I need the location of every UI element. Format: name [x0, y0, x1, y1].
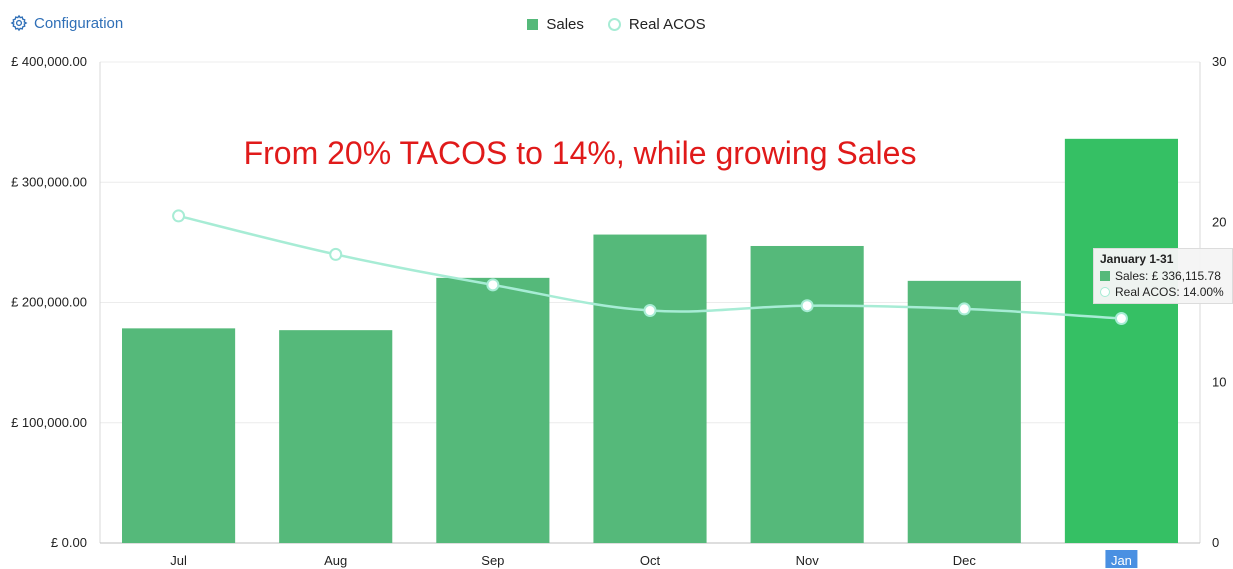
tooltip-title: January 1-31: [1100, 252, 1174, 266]
line-point: [1114, 312, 1128, 326]
line-point: [800, 299, 814, 313]
y-right-tick-label: 10: [1212, 375, 1226, 390]
y-left-tick-label: £ 100,000.00: [11, 415, 87, 430]
chart-tooltip: January 1-31 Sales: £ 336,115.78 Real AC…: [1093, 248, 1233, 304]
x-tick-label: Dec: [953, 553, 977, 568]
tooltip-row-sales: Sales: £ 336,115.78: [1100, 269, 1226, 283]
legend-item-real-acos[interactable]: Real ACOS: [607, 16, 706, 33]
x-tick-label: Oct: [640, 553, 661, 568]
x-tick-highlight: [1105, 550, 1138, 568]
configuration-label: Configuration: [34, 14, 124, 32]
line-point: [643, 304, 657, 318]
line-point: [172, 209, 186, 223]
y-right-tick-label: 30: [1212, 54, 1226, 69]
line-point: [486, 278, 500, 292]
x-tick-label: Sep: [481, 553, 504, 568]
legend-label-sales: Sales: [546, 16, 584, 33]
legend-swatch-sales: [527, 19, 539, 30]
x-tick-label: Aug: [324, 553, 347, 568]
chart-annotation: From 20% TACOS to 14%, while growing Sal…: [244, 135, 917, 171]
legend-item-sales[interactable]: Sales: [527, 16, 584, 33]
bar: [593, 234, 707, 543]
x-tick-label: Jan: [1111, 553, 1132, 568]
y-left-tick-label: £ 400,000.00: [11, 54, 87, 69]
x-tick-label: Jul: [170, 553, 187, 568]
legend-label-real-acos: Real ACOS: [628, 16, 706, 33]
tooltip-swatch-sales: [1100, 271, 1110, 281]
legend-swatch-real-acos: [607, 18, 621, 31]
gear-icon: [10, 14, 28, 32]
bar: [907, 280, 1021, 543]
chart-legend: Sales Real ACOS: [0, 16, 1233, 33]
tooltip-swatch-real-acos: [1100, 287, 1110, 297]
line-point: [329, 247, 343, 261]
bar: [1064, 138, 1178, 543]
tooltip-sales-text: Sales: £ 336,115.78: [1115, 269, 1221, 283]
y-left-tick-label: £ 200,000.00: [11, 295, 87, 310]
tooltip-real-acos-text: Real ACOS: 14.00%: [1115, 285, 1224, 299]
bar: [122, 328, 236, 543]
tooltip-row-real-acos: Real ACOS: 14.00%: [1100, 285, 1226, 299]
bar: [436, 277, 550, 543]
y-left-tick-label: £ 300,000.00: [11, 174, 87, 189]
x-tick-label: Nov: [796, 553, 820, 568]
line-point: [957, 302, 971, 316]
configuration-button[interactable]: Configuration: [10, 14, 123, 32]
y-right-tick-label: 0: [1212, 535, 1219, 550]
y-left-tick-label: £ 0.00: [51, 535, 87, 550]
bar: [279, 330, 393, 543]
bar: [750, 245, 864, 544]
y-right-tick-label: 20: [1212, 214, 1226, 229]
